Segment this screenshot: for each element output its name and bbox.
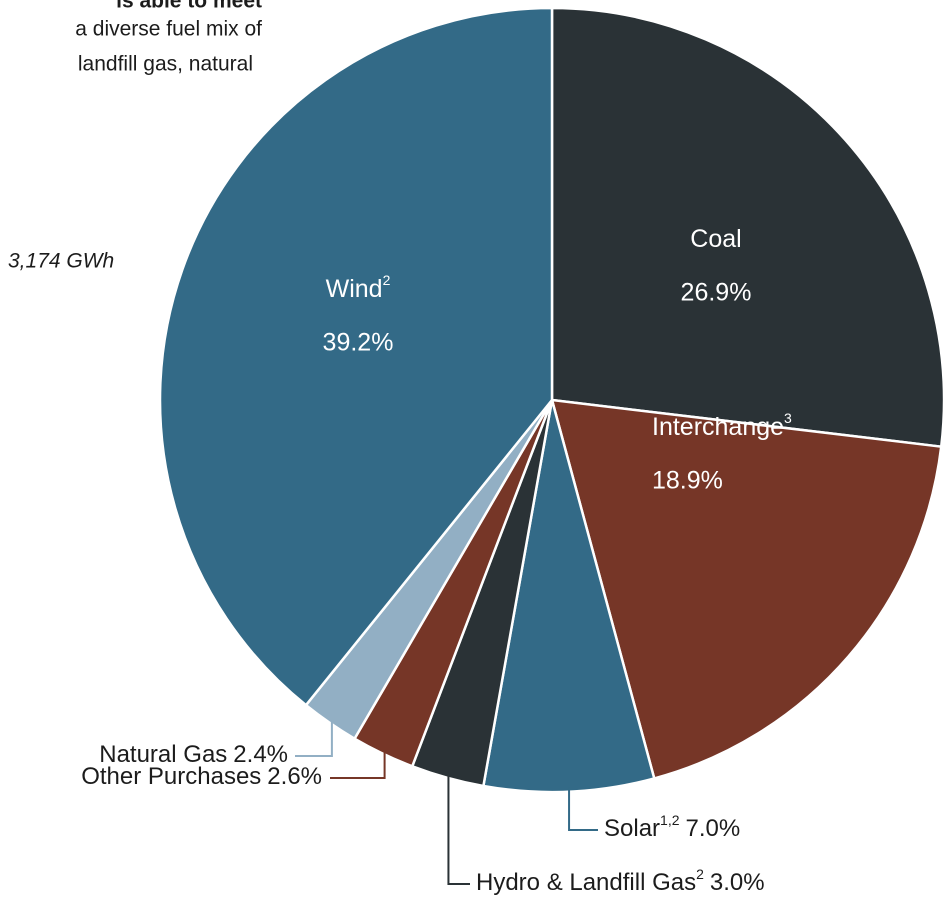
slice-label: Interchange3 <box>652 410 792 441</box>
slice-label: Hydro & Landfill Gas2 3.0% <box>476 866 765 897</box>
slice-name: Other Purchases <box>81 763 261 790</box>
leader-line <box>568 787 598 831</box>
slice-name: Wind <box>326 275 383 303</box>
footnote: 2 <box>383 272 391 288</box>
pie-slice <box>158 6 554 707</box>
pie <box>158 6 943 794</box>
footnote: 1,2 <box>660 812 680 828</box>
slice-label: Coal <box>690 225 741 253</box>
value-label: 3.0% <box>710 869 765 896</box>
value-label: 26.9% <box>681 279 752 307</box>
slice-label: Wind2 <box>326 272 391 303</box>
slice-name: Solar <box>604 815 660 842</box>
slice-name: Hydro & Landfill Gas <box>476 869 696 896</box>
pie-slice <box>550 6 943 449</box>
slice-name: Natural Gas <box>99 741 227 768</box>
leader-line <box>330 750 386 779</box>
footnote: 2 <box>696 866 704 882</box>
slice-label: Solar1,2 7.0% <box>604 812 740 843</box>
slice-label: Natural Gas 2.4% <box>99 741 288 768</box>
slice-name: Interchange <box>652 413 784 441</box>
intro-notes: is able to meet a diverse fuel mix of la… <box>8 0 262 273</box>
footnote: 3 <box>784 410 792 426</box>
note-line: is able to meet <box>116 0 262 13</box>
value-label: 39.2% <box>323 329 394 357</box>
leader-line <box>295 719 333 757</box>
value-label: 2.6% <box>267 763 322 790</box>
note-line: a diverse fuel mix of <box>75 18 262 41</box>
value-label: 2.4% <box>233 741 288 768</box>
note-line: landfill gas, natural <box>78 53 253 76</box>
slice-label: Other Purchases 2.6% <box>81 763 322 790</box>
value-label: 18.9% <box>652 467 723 495</box>
labels: Coal 26.9% Interchange3 18.9% Solar1,2 7.0% Hy… <box>81 225 792 897</box>
pie-slice <box>550 398 943 780</box>
total: 3,174 GWh <box>8 250 114 273</box>
leader-line <box>447 773 470 885</box>
slice-name: Coal <box>690 225 741 253</box>
value-label: 7.0% <box>686 815 741 842</box>
